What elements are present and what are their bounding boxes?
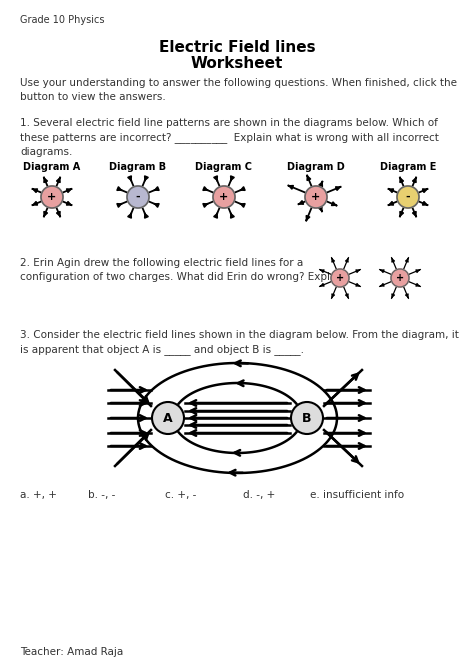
- Text: Grade 10 Physics: Grade 10 Physics: [20, 15, 104, 25]
- Text: Diagram D: Diagram D: [287, 162, 345, 172]
- Text: c. +, -: c. +, -: [165, 490, 196, 500]
- Text: e. insufficient info: e. insufficient info: [310, 490, 404, 500]
- Circle shape: [291, 402, 323, 434]
- Circle shape: [391, 269, 409, 287]
- Circle shape: [152, 402, 184, 434]
- Circle shape: [305, 186, 327, 208]
- Text: 1. Several electric field line patterns are shown in the diagrams below. Which o: 1. Several electric field line patterns …: [20, 118, 439, 157]
- Text: +: +: [47, 192, 56, 202]
- Circle shape: [213, 186, 235, 208]
- Text: +: +: [311, 192, 320, 202]
- Text: Teacher: Amad Raja: Teacher: Amad Raja: [20, 647, 123, 657]
- Text: Diagram C: Diagram C: [195, 162, 253, 172]
- Circle shape: [331, 269, 349, 287]
- Text: +: +: [336, 273, 344, 283]
- Circle shape: [41, 186, 63, 208]
- Text: Diagram A: Diagram A: [23, 162, 81, 172]
- Text: -: -: [136, 192, 140, 202]
- Text: a. +, +: a. +, +: [20, 490, 57, 500]
- Text: Worksheet: Worksheet: [191, 56, 283, 71]
- Text: Electric Field lines: Electric Field lines: [159, 40, 315, 55]
- Text: +: +: [396, 273, 404, 283]
- Text: Diagram B: Diagram B: [109, 162, 166, 172]
- Text: d. -, +: d. -, +: [243, 490, 275, 500]
- Circle shape: [127, 186, 149, 208]
- Circle shape: [397, 186, 419, 208]
- Text: 2. Erin Agin drew the following electric field lines for a
configuration of two : 2. Erin Agin drew the following electric…: [20, 258, 349, 282]
- Text: b. -, -: b. -, -: [88, 490, 115, 500]
- Text: Use your understanding to answer the following questions. When finished, click t: Use your understanding to answer the fol…: [20, 78, 457, 102]
- Text: A: A: [163, 411, 173, 425]
- Text: Diagram E: Diagram E: [380, 162, 436, 172]
- Text: B: B: [302, 411, 312, 425]
- Text: 3. Consider the electric field lines shown in the diagram below. From the diagra: 3. Consider the electric field lines sho…: [20, 330, 459, 355]
- Text: -: -: [406, 192, 410, 202]
- Text: +: +: [219, 192, 228, 202]
